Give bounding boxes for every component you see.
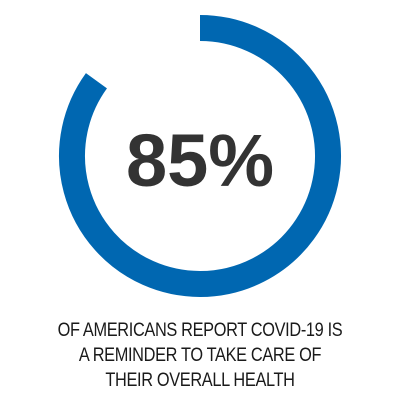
caption: OF AMERICANS REPORT COVID-19 IS A REMIND… — [28, 318, 372, 393]
donut-segment-85 — [59, 15, 341, 297]
caption-line-1: OF AMERICANS REPORT COVID-19 IS — [57, 320, 343, 341]
caption-line-2: A REMINDER TO TAKE CARE OF — [78, 345, 322, 366]
caption-line-3: THEIR OVERALL HEALTH — [105, 370, 295, 391]
percent-label: 85% — [126, 119, 274, 202]
donut-chart: 85% — [59, 15, 341, 297]
